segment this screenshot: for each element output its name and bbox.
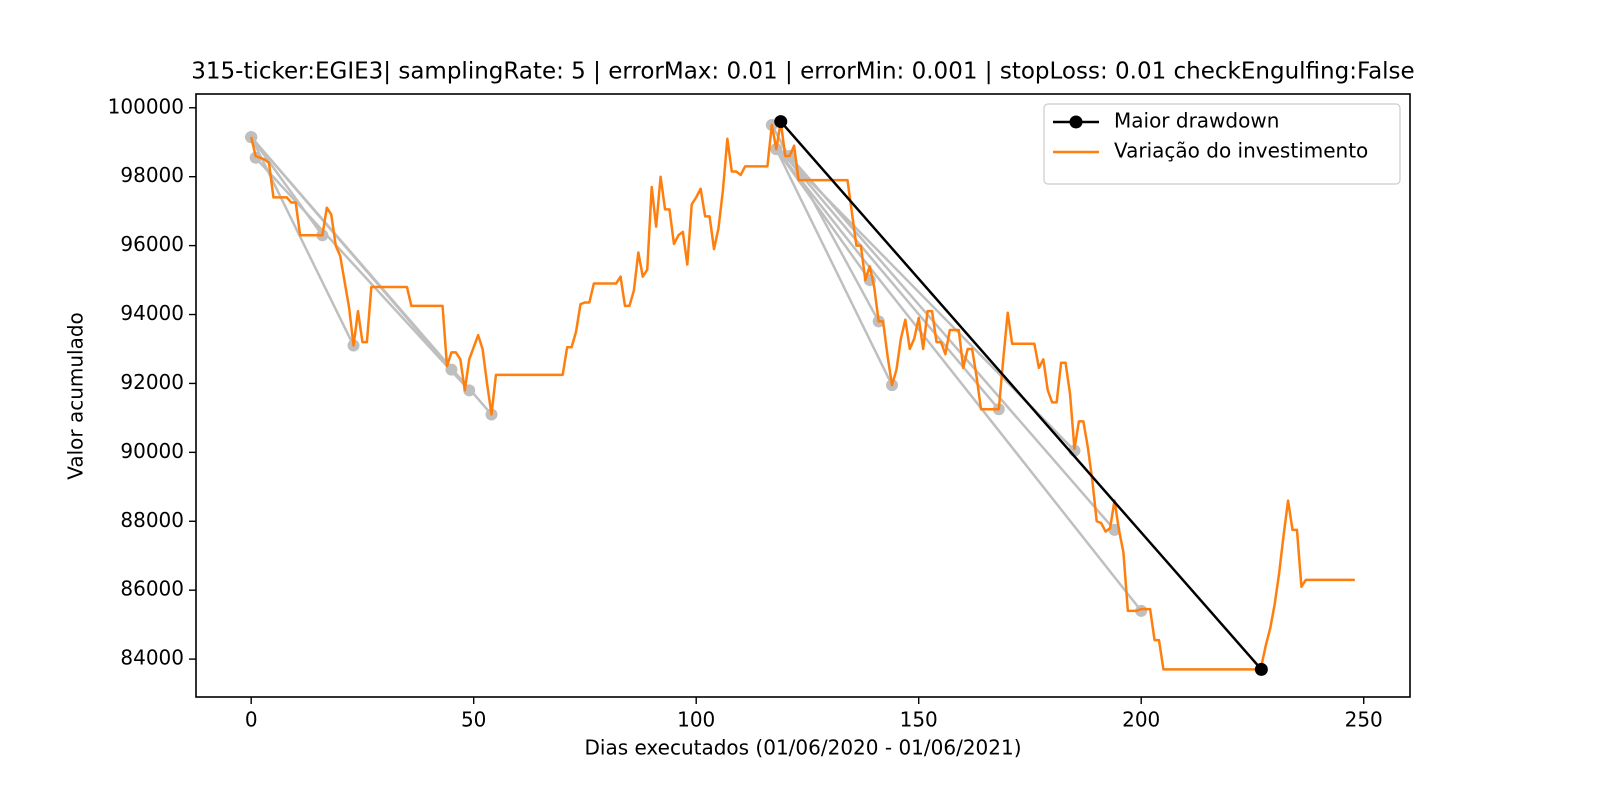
axes-frame	[195, 93, 1411, 698]
y-tick-label: 84000	[120, 646, 184, 670]
legend-marker	[1069, 115, 1083, 129]
legend-label: Variação do investimento	[1114, 139, 1368, 163]
plot-area	[245, 115, 1355, 676]
y-tick-label: 98000	[120, 163, 184, 187]
chart-title: 315-ticker:EGIE3| samplingRate: 5 | erro…	[191, 59, 1414, 85]
x-tick-label: 50	[461, 708, 486, 732]
drawdown-marker	[249, 151, 262, 164]
drawdown-marker	[1135, 604, 1148, 617]
drawdown-line	[775, 148, 1143, 612]
x-tick-label: 150	[900, 708, 938, 732]
legend-label: Maior drawdown	[1114, 109, 1279, 133]
series-line	[779, 120, 1263, 671]
x-tick-label: 100	[677, 708, 715, 732]
legend-box	[1043, 103, 1401, 185]
drawdown-line	[775, 148, 871, 281]
x-tick-label: 200	[1122, 708, 1160, 732]
x-tick-label: 250	[1345, 708, 1383, 732]
y-tick-label: 96000	[120, 232, 184, 256]
drawdown-line	[775, 148, 894, 386]
y-tick-label: 86000	[120, 577, 184, 601]
series-marker	[1254, 662, 1268, 676]
y-tick-label: 94000	[120, 301, 184, 325]
drawdown-line	[788, 155, 1116, 531]
legend: Maior drawdown Variação do investimento	[1043, 103, 1401, 185]
y-tick-label: 88000	[120, 508, 184, 532]
y-tick-label: 100000	[108, 94, 184, 118]
x-axis-label: Dias executados (01/06/2020 - 01/06/2021…	[584, 736, 1021, 760]
drawdown-marker	[445, 363, 458, 376]
series-marker	[774, 115, 788, 129]
y-tick-label: 92000	[120, 370, 184, 394]
y-tick-label: 90000	[120, 439, 184, 463]
x-tick-label: 0	[245, 708, 258, 732]
y-axis-label: Valor acumulado	[64, 312, 88, 480]
drawdown-line	[254, 156, 471, 392]
series-line	[249, 120, 1355, 671]
